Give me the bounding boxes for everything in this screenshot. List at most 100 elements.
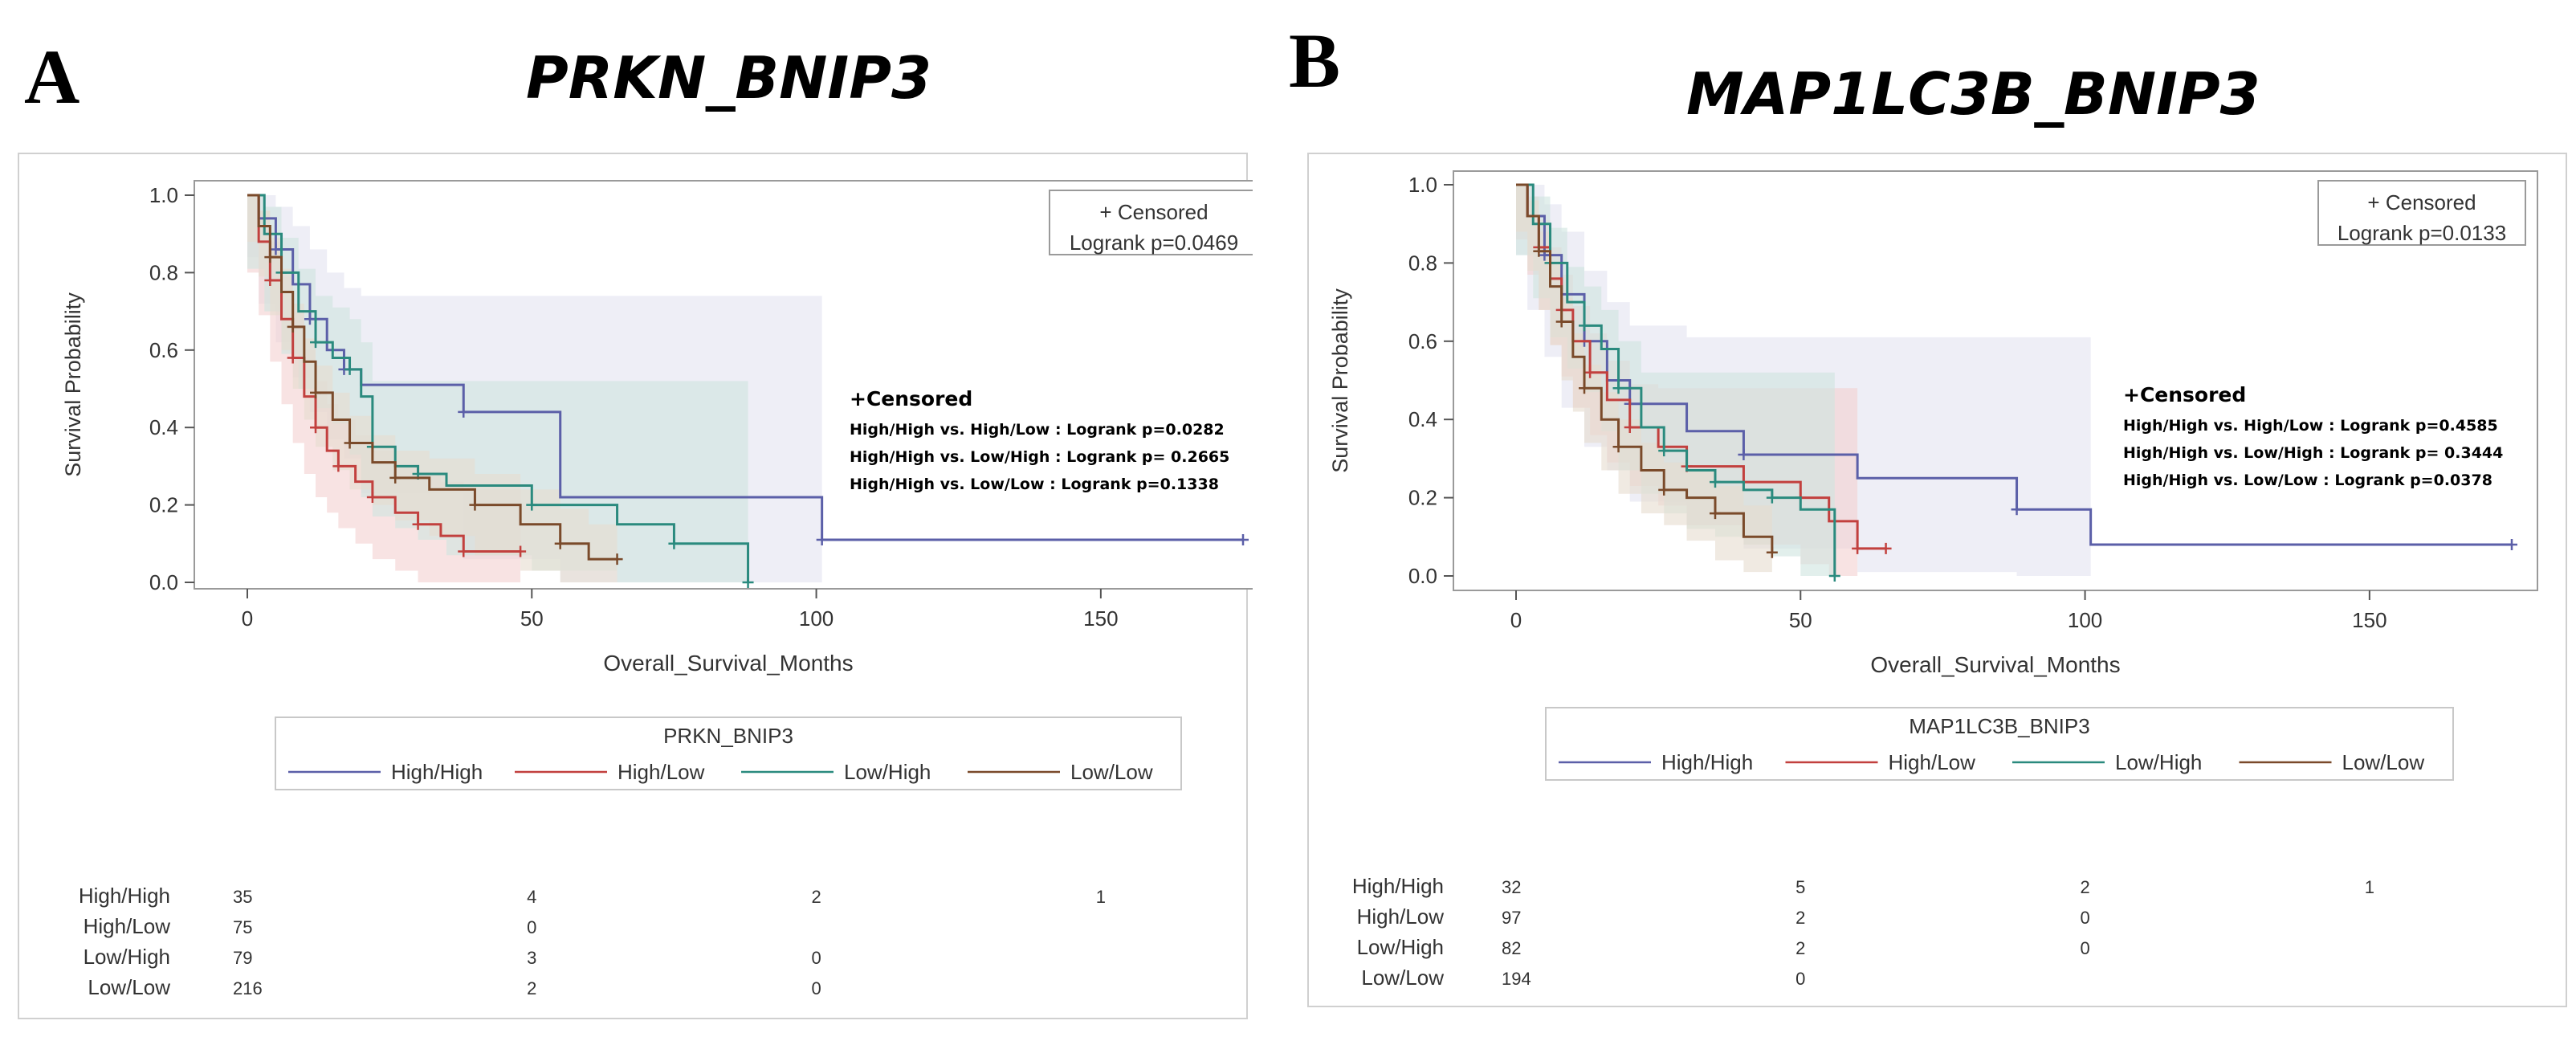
a-censor-1-2 <box>264 275 276 287</box>
b-curve-0 <box>1516 183 2512 546</box>
a-censor-3-4 <box>287 320 299 333</box>
b-ytick-label-2: 0.4 <box>1408 407 1437 431</box>
a-risk-count-0-2: 2 <box>811 887 821 907</box>
a-censor-1-12 <box>412 518 424 530</box>
a-legend-label-0: High/High <box>391 760 483 784</box>
a-xtick-label-0: 0 <box>242 606 253 631</box>
b-band-2 <box>1516 185 1835 576</box>
a-ytick-label-1: 0.2 <box>149 493 178 517</box>
a-xlabel: Overall_Survival_Months <box>603 651 853 676</box>
a-legend-label-1: High/Low <box>618 760 705 784</box>
a-risk-count-1-0: 75 <box>233 917 252 937</box>
a-censor-2-14 <box>668 537 680 549</box>
b-risk-count-1-2: 0 <box>2080 908 2089 928</box>
a-censor-0-2 <box>270 243 282 255</box>
b-censor-3-10 <box>1658 484 1670 496</box>
b-risk-count-2-2: 0 <box>2080 938 2089 958</box>
b-censor-2-4 <box>1579 320 1591 332</box>
a-censor-3-8 <box>344 437 356 449</box>
b-risk-count-1-0: 97 <box>1502 908 1521 928</box>
a-ann-header: +Censored <box>850 387 972 410</box>
b-risk-count-0-3: 1 <box>2365 877 2374 897</box>
b-censor-3-8 <box>1612 441 1624 453</box>
a-risk-count-2-0: 79 <box>233 948 252 968</box>
a-censor-3-10 <box>389 472 401 484</box>
b-censor-2-6 <box>1612 382 1624 394</box>
a-censor-3-2 <box>264 251 276 263</box>
panel-b-title: MAP1LC3B_BNIP3 <box>1686 60 2260 128</box>
b-risk-count-0-2: 2 <box>2080 877 2089 897</box>
b-censor-0-8 <box>1738 449 1750 461</box>
b-censor-1-6 <box>1584 366 1596 378</box>
a-censor-0-8 <box>458 406 470 418</box>
a-risk-count-2-1: 3 <box>527 948 536 968</box>
b-ann-line-0: High/High vs. High/Low : Logrank p=0.458… <box>2123 417 2498 435</box>
b-risk-name-3: Low/Low <box>1361 966 1444 990</box>
b-censor-3-12 <box>1710 508 1721 520</box>
panel-a-chart: 0.00.20.40.60.81.00 50 100 150Overall_Survi… <box>61 180 1253 999</box>
a-censor-1-14 <box>458 545 470 557</box>
a-risk-count-0-1: 4 <box>527 887 536 907</box>
b-ylabel: Survival Probability <box>1328 288 1352 473</box>
b-curve-3 <box>1516 183 1774 553</box>
b-censor-1-15 <box>1880 542 1892 554</box>
b-censor-2-14 <box>1828 570 1840 582</box>
b-risk-count-2-1: 2 <box>1795 938 1805 958</box>
a-risk-count-2-2: 0 <box>811 948 821 968</box>
b-ann-line-2: High/High vs. Low/Low : Logrank p=0.0378 <box>2123 472 2492 489</box>
a-inset-line1: + Censored <box>1099 200 1208 224</box>
b-inset-line1: + Censored <box>2367 190 2476 214</box>
a-risk-count-3-2: 0 <box>811 978 821 998</box>
b-xlabel: Overall_Survival_Months <box>1870 652 2120 677</box>
b-risk-count-1-1: 2 <box>1795 908 1805 928</box>
a-censor-2-6 <box>344 363 356 375</box>
panel-b-label: B <box>1289 18 1341 104</box>
a-xtick-label-2: 100 <box>799 606 834 631</box>
b-ytick-label-5: 1.0 <box>1408 173 1437 197</box>
b-ytick-label-4: 0.8 <box>1408 251 1437 275</box>
b-xtick-label-3: 150 <box>2352 608 2386 632</box>
a-censor-0-4 <box>304 313 316 325</box>
b-risk-count-3-1: 0 <box>1795 969 1805 989</box>
a-legend-box <box>275 717 1182 790</box>
b-legend-label-0: High/High <box>1661 750 1753 774</box>
a-censor-1-6 <box>310 422 322 434</box>
b-risk-name-0: High/High <box>1352 874 1444 898</box>
b-legend-label-2: Low/High <box>2115 750 2202 774</box>
a-curve-2 <box>247 194 750 582</box>
a-censor-2-4 <box>310 337 322 349</box>
b-censor-2-8 <box>1658 445 1670 457</box>
a-risk-count-3-0: 216 <box>233 978 263 998</box>
b-inset-box <box>2317 180 2526 246</box>
a-censor-1-15 <box>515 545 527 557</box>
b-legend-label-1: High/Low <box>1889 750 1976 774</box>
a-ytick-label-4: 0.8 <box>149 260 178 284</box>
a-legend-label-3: Low/Low <box>1070 760 1153 784</box>
b-risk-count-2-0: 82 <box>1502 938 1521 958</box>
b-ytick-label-0: 0.0 <box>1408 564 1437 588</box>
a-inset-line2: Logrank p=0.0469 <box>1070 231 1238 255</box>
a-risk-name-3: Low/Low <box>88 975 170 999</box>
a-ytick-label-0: 0.0 <box>149 570 178 594</box>
b-censor-2-12 <box>1766 492 1778 504</box>
a-censor-3-14 <box>554 537 566 549</box>
b-censor-3-14 <box>1766 546 1778 558</box>
a-risk-name-2: Low/High <box>84 945 170 969</box>
a-ylabel: Survival Probability <box>61 292 85 477</box>
b-ytick-label-1: 0.2 <box>1408 486 1437 510</box>
b-censor-0-10 <box>2011 504 2023 516</box>
b-censor-0-12 <box>2506 539 2517 551</box>
b-risk-count-3-0: 194 <box>1502 969 1531 989</box>
panel-a-label: A <box>24 34 80 120</box>
a-ytick-label-5: 1.0 <box>149 183 178 207</box>
a-legend-label-2: Low/High <box>844 760 931 784</box>
a-ann-line-2: High/High vs. Low/Low : Logrank p=0.1338 <box>850 476 1219 493</box>
a-censor-1-10 <box>366 491 378 503</box>
a-censor-3-6 <box>310 386 322 398</box>
a-risk-name-0: High/High <box>79 884 170 908</box>
b-censor-2-10 <box>1710 476 1721 488</box>
b-risk-name-1: High/Low <box>1357 904 1445 929</box>
a-censor-1-8 <box>332 460 344 472</box>
b-xtick-label-0: 0 <box>1510 608 1522 632</box>
b-band-3 <box>1516 185 1772 573</box>
